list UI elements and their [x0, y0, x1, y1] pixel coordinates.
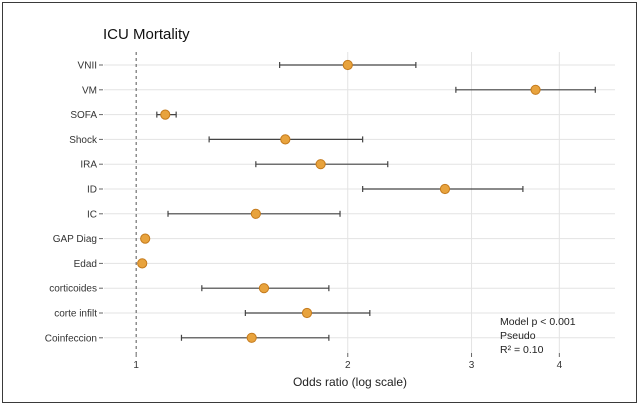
grid-lines — [104, 52, 615, 353]
point-estimate — [530, 84, 541, 95]
confidence-intervals — [156, 62, 596, 341]
chart-frame — [2, 2, 637, 403]
y-tick-label: VNII — [78, 61, 97, 72]
point-estimate — [160, 109, 171, 120]
x-axis-label: Odds ratio (log scale) — [293, 375, 407, 389]
y-tick-label: Shock — [69, 135, 98, 146]
y-tick-label: IC — [87, 209, 97, 220]
annotation-line: Model p < 0.001 — [500, 316, 576, 328]
y-tick-labels: VNII VM SOFA Shock IRA ID IC GAP Diag Edad cortic… — [45, 61, 103, 344]
y-tick-label: VM — [82, 85, 97, 96]
y-tick-label: corte infilt — [54, 309, 97, 320]
point-estimates — [137, 59, 541, 343]
y-tick-label: SOFA — [70, 110, 97, 121]
x-tick-label: 4 — [557, 360, 563, 371]
y-tick-label: IRA — [80, 160, 97, 171]
point-estimate — [137, 258, 148, 269]
point-estimate — [315, 159, 326, 170]
y-tick-label: ID — [87, 185, 97, 196]
annotation-line: R² = 0.10 — [500, 344, 544, 356]
annotation-line: Pseudo — [500, 330, 536, 342]
point-estimate — [258, 283, 270, 294]
x-tick-label: 1 — [133, 360, 139, 371]
chart-title: ICU Mortality — [103, 26, 190, 43]
x-tick-label: 2 — [345, 360, 351, 371]
point-estimate — [342, 59, 353, 71]
point-estimate — [301, 307, 313, 319]
x-tick-label: 3 — [469, 360, 475, 371]
point-estimate — [140, 233, 151, 244]
point-estimate — [439, 183, 451, 195]
x-tick-labels: 1 2 3 4 — [133, 353, 563, 371]
y-tick-label: Edad — [74, 259, 97, 270]
y-tick-label: GAP Diag — [53, 234, 97, 245]
point-estimate — [280, 134, 291, 145]
y-tick-label: Coinfeccion — [45, 333, 97, 344]
model-annotation: Model p < 0.001 Pseudo R² = 0.10 — [500, 316, 576, 356]
point-estimate — [250, 208, 261, 219]
y-tick-label: corticoides — [49, 284, 97, 295]
point-estimate — [246, 332, 257, 343]
